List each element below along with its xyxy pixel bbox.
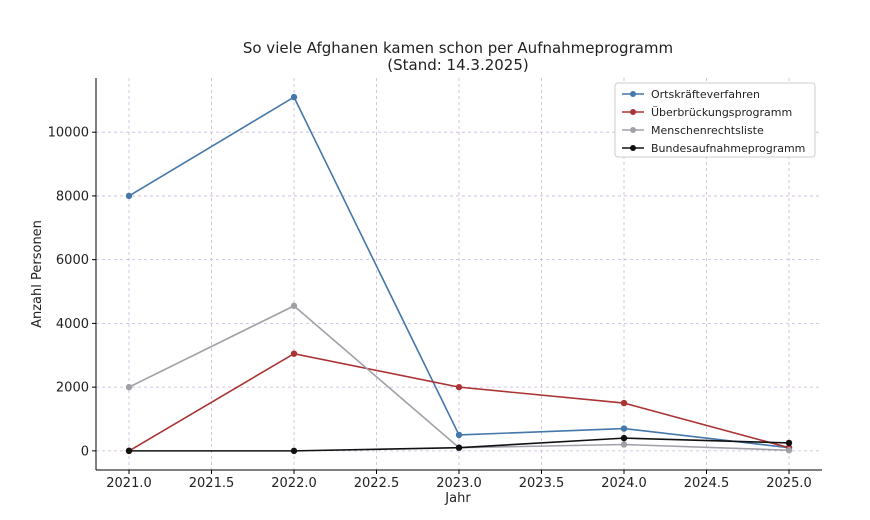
- x-axis-label: Jahr: [444, 491, 471, 506]
- legend-marker: [630, 91, 636, 97]
- data-point-menschenrechtsliste: [290, 302, 298, 310]
- series-group: [125, 93, 793, 455]
- legend-marker: [630, 109, 636, 115]
- data-point-bundesaufnahmeprogramm: [290, 447, 298, 455]
- x-tick-label: 2024.5: [684, 476, 730, 491]
- data-point-bundesaufnahmeprogramm: [785, 439, 793, 447]
- y-tick-label: 2000: [56, 381, 89, 396]
- y-tick-label: 0: [81, 444, 89, 459]
- legend-label: Bundesaufnahmeprogramm: [651, 142, 805, 155]
- legend-label: Menschenrechtsliste: [651, 124, 764, 137]
- data-point--berbr-ckungsprogramm: [620, 399, 628, 407]
- data-point-menschenrechtsliste: [125, 383, 133, 391]
- x-tick-label: 2022.5: [354, 476, 400, 491]
- x-tick-label: 2025.0: [766, 476, 812, 491]
- legend-marker: [630, 127, 636, 133]
- axes: 2021.0 2021.5 2022.0 2022.5 2023.0 2023.5 2024…: [48, 78, 822, 491]
- legend-label: Ortskräfteverfahren: [651, 88, 760, 101]
- x-tick-label: 2021.0: [106, 476, 152, 491]
- legend-label: Überbrückungsprogramm: [651, 106, 792, 119]
- data-point-ortskr-fteverfahren: [290, 93, 298, 101]
- data-point--berbr-ckungsprogramm: [455, 383, 463, 391]
- data-point-ortskr-fteverfahren: [455, 431, 463, 439]
- data-point-bundesaufnahmeprogramm: [620, 434, 628, 442]
- y-tick-label: 10000: [48, 126, 89, 141]
- y-tick-label: 4000: [56, 317, 89, 332]
- data-point-bundesaufnahmeprogramm: [125, 447, 133, 455]
- chart-title: So viele Afghanen kamen schon per Aufnah…: [243, 39, 673, 57]
- data-point-bundesaufnahmeprogramm: [455, 444, 463, 451]
- y-tick-label: 6000: [56, 253, 89, 268]
- legend-marker: [630, 145, 636, 151]
- legend-box: [614, 82, 816, 158]
- data-point-ortskr-fteverfahren: [125, 192, 133, 200]
- x-tick-label: 2021.5: [189, 476, 235, 491]
- legend: Ortskräfteverfahren Überbrückungsprogramm…: [614, 82, 816, 158]
- data-point-ortskr-fteverfahren: [620, 425, 628, 432]
- y-tick-label: 8000: [56, 189, 89, 204]
- chart-subtitle: (Stand: 14.3.2025): [387, 56, 529, 74]
- x-tick-label: 2022.0: [271, 476, 317, 491]
- y-axis-label: Anzahl Personen: [30, 220, 45, 328]
- x-tick-label: 2023.0: [436, 476, 482, 491]
- data-point-menschenrechtsliste: [785, 447, 793, 454]
- x-tick-label: 2023.5: [519, 476, 565, 491]
- data-point-menschenrechtsliste: [620, 441, 628, 448]
- x-tick-label: 2024.0: [601, 476, 647, 491]
- data-point--berbr-ckungsprogramm: [290, 350, 298, 357]
